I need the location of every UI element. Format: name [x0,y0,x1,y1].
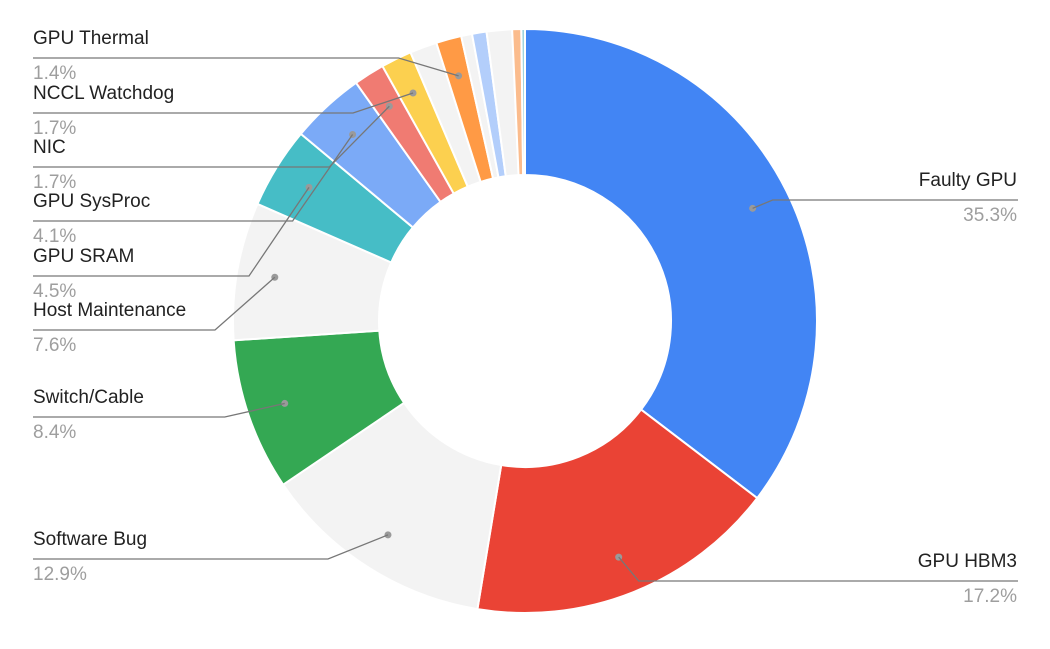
slice-gpu-hbm3 [476,408,759,614]
value-nic: 1.7% [33,172,76,193]
value-switch-cable: 8.4% [33,422,76,443]
leader-line-nccl-watchdog [33,92,414,114]
leader-line-gpu-sram [33,187,310,277]
value-software-bug: 12.9% [33,564,87,585]
leader-line-nic [33,105,390,168]
slices-group [232,27,818,614]
value-nccl-watchdog: 1.7% [33,118,76,139]
label-switch-cable: Switch/Cable [33,387,144,408]
label-gpu-thermal: GPU Thermal [33,28,149,49]
leader-lines-group [33,57,1018,582]
slice-software-bug [281,401,503,611]
value-gpu-thermal: 1.4% [33,63,76,84]
leader-line-faulty-gpu [752,199,1018,209]
label-nic: NIC [33,137,66,158]
leader-line-host-maintenance [33,276,276,331]
label-gpu-sram: GPU SRAM [33,246,134,267]
label-gpu-hbm3: GPU HBM3 [918,551,1017,572]
labels-group: Faulty GPU 35.3% GPU HBM3 17.2% Software Bug… [33,28,1017,607]
label-host-maintenance: Host Maintenance [33,300,186,321]
label-nccl-watchdog: NCCL Watchdog [33,83,174,104]
slice-faulty-gpu [524,27,818,500]
label-faulty-gpu: Faulty GPU [919,170,1017,191]
value-gpu-hbm3: 17.2% [963,586,1017,607]
value-host-maintenance: 7.6% [33,335,76,356]
leader-line-software-bug [33,534,389,560]
label-software-bug: Software Bug [33,529,147,550]
value-gpu-sram: 4.5% [33,281,76,302]
leader-line-gpu-thermal [33,57,459,77]
value-gpu-sysproc: 4.1% [33,226,76,247]
value-faulty-gpu: 35.3% [963,205,1017,226]
leader-line-gpu-hbm3 [618,556,1018,582]
leader-line-switch-cable [33,402,285,418]
slice-unlabeled-15 [520,27,526,177]
label-gpu-sysproc: GPU SysProc [33,191,150,212]
